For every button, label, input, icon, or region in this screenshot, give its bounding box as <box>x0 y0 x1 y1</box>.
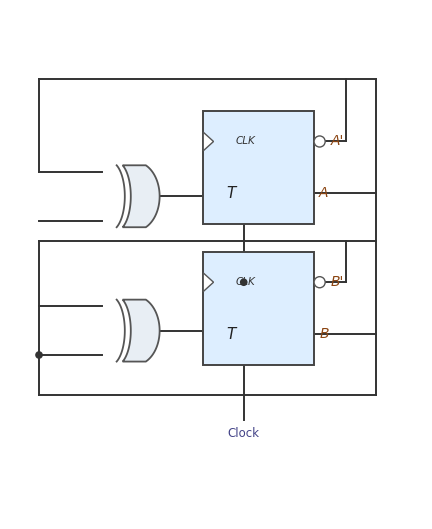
Circle shape <box>240 278 248 286</box>
Text: A: A <box>319 187 329 200</box>
Text: B': B' <box>330 275 344 289</box>
Bar <box>203 252 314 364</box>
Text: Clock: Clock <box>228 426 260 440</box>
Text: CLK: CLK <box>235 277 255 287</box>
Polygon shape <box>123 165 159 227</box>
Text: B: B <box>319 327 329 341</box>
Circle shape <box>314 136 325 147</box>
Text: T: T <box>226 186 235 201</box>
Bar <box>203 111 314 224</box>
Text: A': A' <box>330 134 344 149</box>
Polygon shape <box>203 132 213 151</box>
Polygon shape <box>123 299 159 361</box>
Circle shape <box>35 351 43 359</box>
Text: CLK: CLK <box>235 136 255 147</box>
Text: T: T <box>226 327 235 342</box>
Polygon shape <box>203 273 213 291</box>
Circle shape <box>314 277 325 288</box>
